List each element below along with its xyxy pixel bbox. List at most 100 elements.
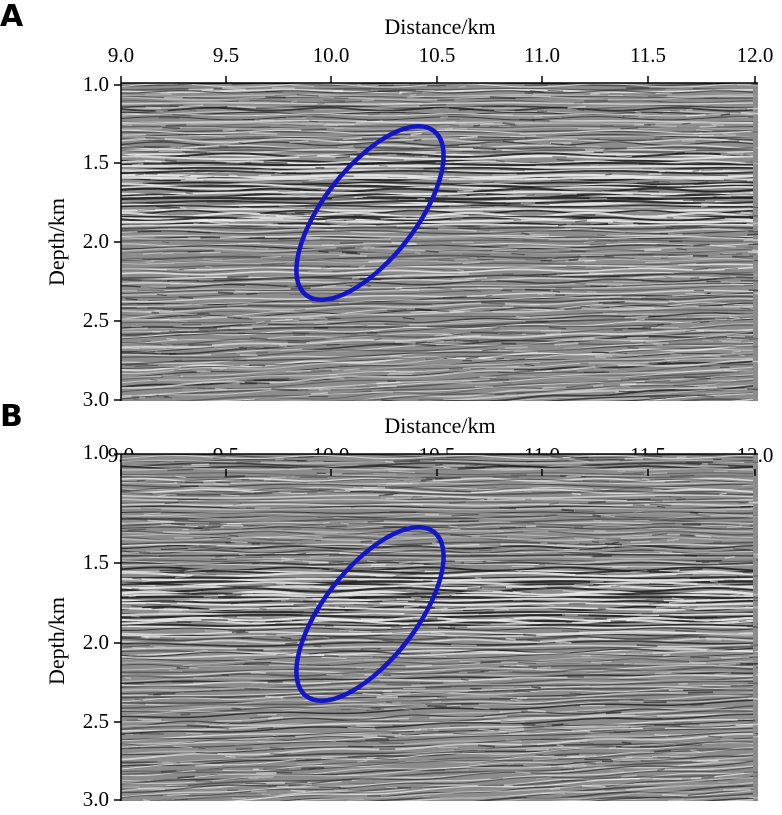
seismic-texture — [274, 93, 300, 96]
seismic-reflector — [221, 771, 754, 801]
seismic-texture — [379, 703, 400, 707]
seismic-texture — [241, 322, 259, 325]
seismic-texture — [276, 653, 294, 656]
seismic-texture — [560, 474, 586, 478]
seismic-texture — [308, 767, 316, 771]
seismic-texture — [386, 786, 398, 789]
seismic-texture — [739, 307, 751, 310]
seismic-texture — [598, 584, 617, 588]
seismic-texture — [581, 463, 602, 466]
seismic-texture — [406, 481, 427, 483]
seismic-texture — [663, 110, 683, 112]
seismic-texture — [492, 173, 517, 176]
seismic-texture — [690, 703, 704, 707]
seismic-texture — [728, 184, 753, 187]
seismic-texture — [562, 590, 585, 593]
seismic-texture — [121, 347, 141, 350]
seismic-texture — [738, 620, 747, 622]
seismic-texture — [718, 562, 739, 565]
seismic-texture — [209, 536, 231, 539]
seismic-texture — [313, 696, 328, 698]
seismic-texture — [427, 705, 447, 708]
seismic-texture — [164, 303, 193, 306]
seismic-texture — [674, 148, 697, 152]
seismic-texture — [268, 377, 290, 380]
seismic-texture — [345, 741, 368, 744]
seismic-texture — [270, 738, 290, 741]
seismic-texture — [754, 556, 758, 558]
seismic-texture — [425, 357, 447, 361]
panel-a-ytick: 1.5 — [82, 150, 109, 174]
seismic-texture — [755, 559, 758, 561]
seismic-texture — [242, 663, 270, 666]
seismic-texture — [547, 275, 567, 277]
seismic-texture — [243, 777, 259, 779]
seismic-texture — [755, 732, 758, 735]
seismic-texture — [442, 121, 456, 123]
seismic-texture — [255, 351, 269, 354]
seismic-texture — [350, 505, 359, 509]
seismic-texture — [452, 328, 481, 330]
seismic-texture — [626, 663, 635, 666]
seismic-texture — [276, 582, 286, 586]
seismic-texture — [642, 354, 657, 356]
seismic-reflector — [121, 505, 754, 510]
seismic-texture — [571, 215, 596, 217]
seismic-texture — [175, 168, 197, 171]
seismic-texture — [274, 752, 291, 755]
seismic-texture — [756, 666, 758, 668]
seismic-texture — [554, 342, 579, 346]
seismic-texture — [430, 631, 445, 635]
seismic-texture — [237, 317, 253, 321]
seismic-texture — [515, 700, 523, 702]
seismic-reflector — [121, 459, 754, 464]
seismic-texture — [282, 652, 297, 655]
seismic-texture — [685, 292, 708, 295]
panel-a-xtick: 11.5 — [630, 43, 666, 67]
seismic-texture — [250, 789, 267, 793]
seismic-texture — [330, 681, 351, 684]
seismic-texture — [133, 398, 140, 401]
seismic-texture — [479, 661, 502, 664]
seismic-texture — [511, 253, 526, 256]
seismic-texture — [521, 625, 539, 628]
seismic-texture — [616, 351, 628, 355]
seismic-texture — [353, 144, 376, 147]
seismic-reflector — [121, 566, 754, 572]
seismic-reflector — [399, 782, 754, 801]
seismic-texture — [568, 258, 580, 262]
seismic-texture — [195, 764, 222, 767]
seismic-texture — [322, 285, 337, 288]
seismic-texture — [592, 761, 620, 764]
seismic-texture — [267, 716, 284, 720]
seismic-texture — [200, 529, 211, 532]
seismic-texture — [523, 725, 545, 728]
seismic-texture — [749, 337, 758, 340]
seismic-texture — [735, 596, 758, 599]
seismic-texture — [526, 460, 534, 463]
seismic-reflector — [121, 332, 754, 355]
seismic-texture — [522, 590, 531, 594]
seismic-texture — [293, 602, 317, 606]
seismic-reflector — [121, 317, 754, 336]
seismic-texture — [502, 122, 515, 126]
seismic-texture — [250, 682, 259, 685]
seismic-texture — [726, 338, 750, 340]
panel-a-ytick: 1.0 — [82, 72, 109, 96]
panel-b-x-axis-title: Distance/km — [384, 413, 496, 438]
seismic-texture — [729, 316, 740, 320]
seismic-texture — [391, 482, 420, 485]
seismic-texture — [594, 529, 606, 533]
seismic-texture — [745, 606, 758, 609]
seismic-texture — [164, 159, 177, 163]
seismic-texture — [263, 649, 281, 652]
seismic-texture — [440, 116, 449, 118]
seismic-texture — [749, 253, 756, 257]
seismic-texture — [448, 204, 471, 207]
seismic-texture — [386, 478, 404, 482]
seismic-texture — [561, 192, 577, 195]
seismic-texture — [378, 165, 388, 167]
seismic-texture — [536, 250, 560, 252]
seismic-texture — [131, 587, 140, 590]
seismic-texture — [584, 99, 608, 102]
